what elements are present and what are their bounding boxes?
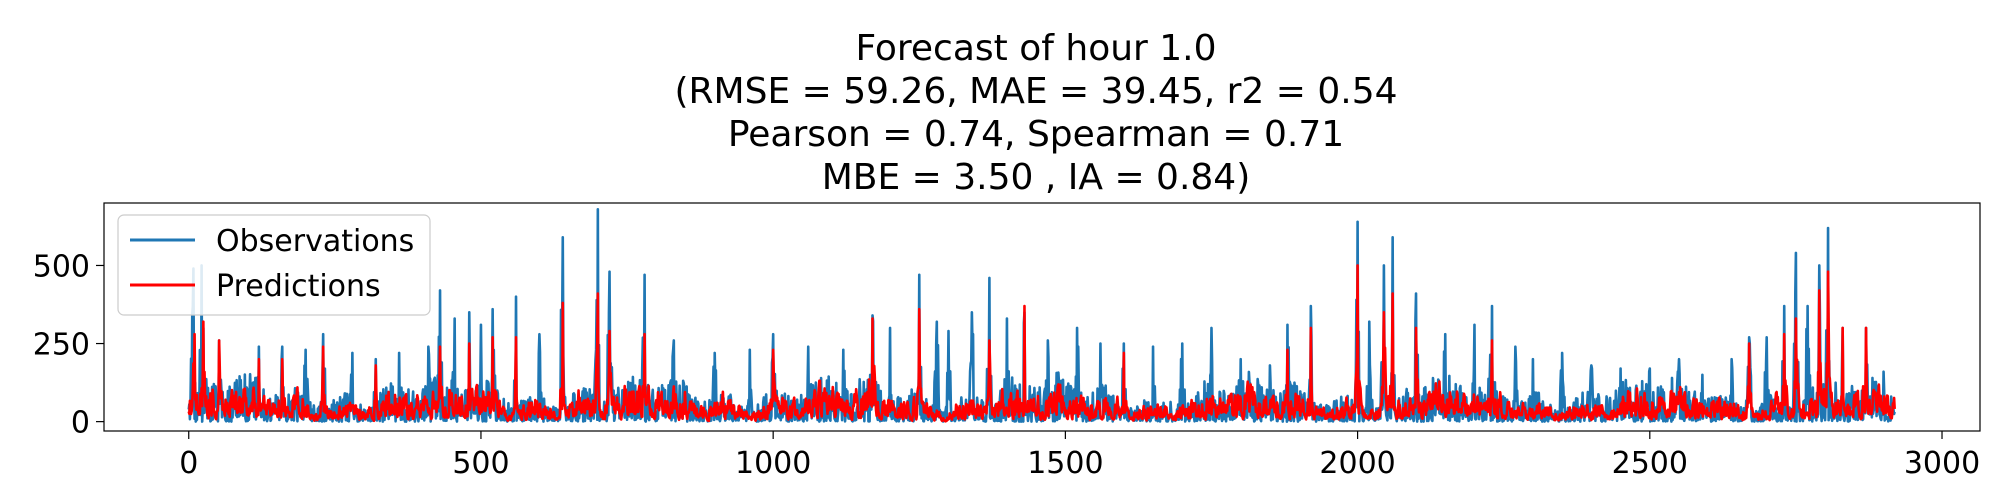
y-tick-label: 0 xyxy=(71,406,90,441)
title-line-1: Forecast of hour 1.0 xyxy=(855,28,1216,69)
chart-title: Forecast of hour 1.0 (RMSE = 59.26, MAE … xyxy=(674,28,1397,198)
axes: 0 500 1000 1500 2000 2500 3000 0 250 500 xyxy=(33,202,1981,481)
legend: Observations Predictions xyxy=(117,214,431,316)
y-tick-label: 500 xyxy=(33,249,90,284)
legend-label-observations: Observations xyxy=(216,224,414,259)
x-tick-label: 2500 xyxy=(1612,446,1688,481)
x-tick-label: 1500 xyxy=(1027,446,1103,481)
title-line-4: MBE = 3.50 , IA = 0.84) xyxy=(822,157,1251,198)
title-line-3: Pearson = 0.74, Spearman = 0.71 xyxy=(728,114,1344,155)
series-line-observations xyxy=(187,207,1896,423)
plot-frame xyxy=(103,202,1981,432)
x-tick-label: 1000 xyxy=(735,446,811,481)
legend-box xyxy=(117,214,431,316)
x-tick-label: 2000 xyxy=(1319,446,1395,481)
title-line-2: (RMSE = 59.26, MAE = 39.45, r2 = 0.54 xyxy=(674,71,1397,112)
x-tick-label: 3000 xyxy=(1904,446,1980,481)
x-tick-label: 500 xyxy=(452,446,509,481)
series-line-predictions xyxy=(187,264,1896,423)
plot-area xyxy=(187,207,1896,423)
legend-label-predictions: Predictions xyxy=(216,269,381,304)
x-tick-label: 0 xyxy=(179,446,198,481)
y-tick-label: 250 xyxy=(33,328,90,363)
